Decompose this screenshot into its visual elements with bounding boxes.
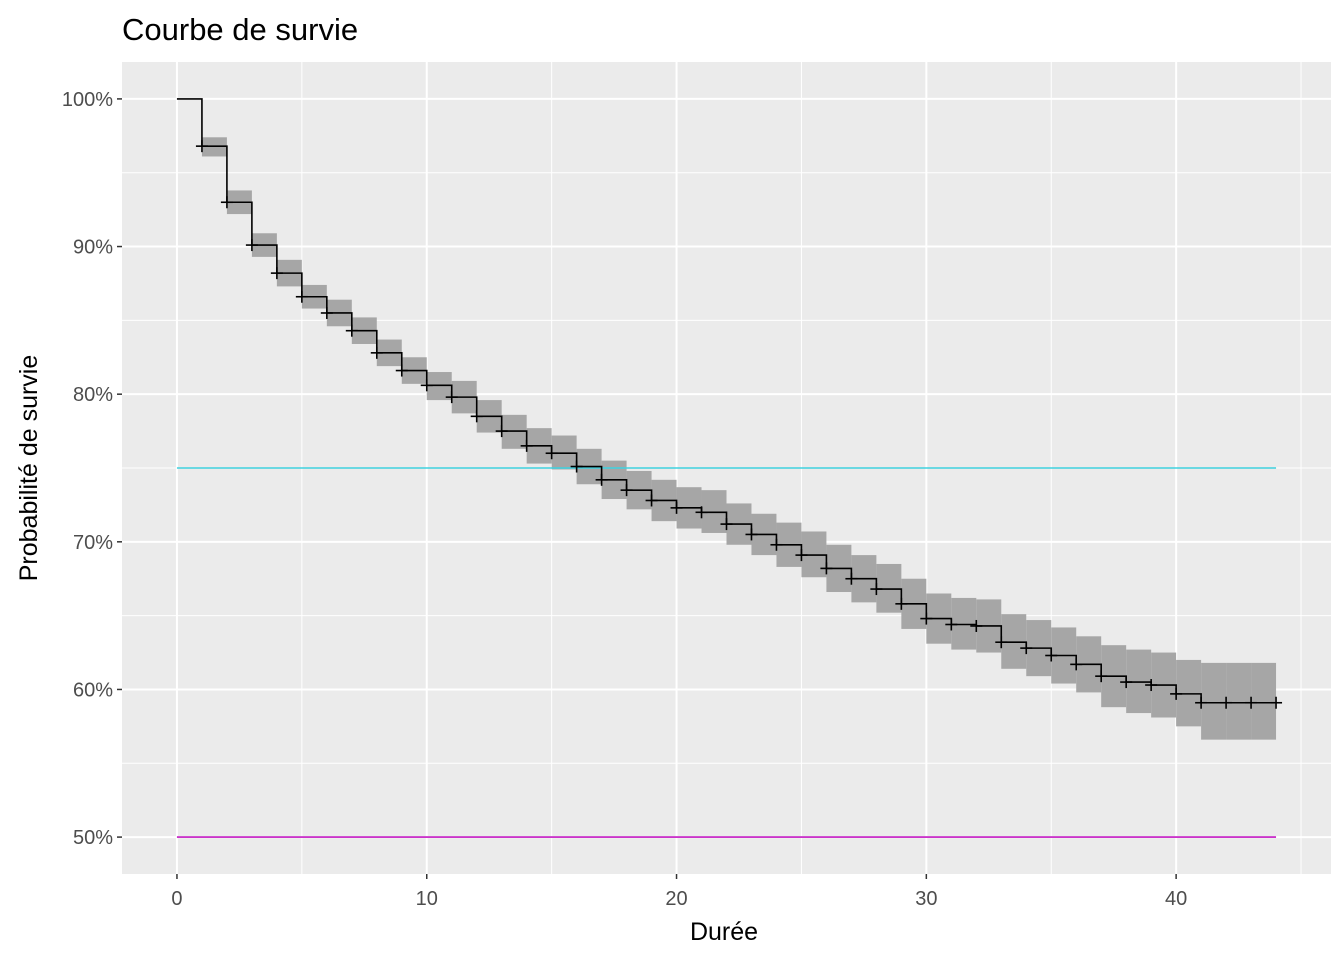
x-tick-label: 20 (665, 888, 687, 910)
censor-marks (195, 140, 1283, 709)
censor-mark (1220, 696, 1233, 709)
censor-mark (370, 346, 383, 359)
y-axis-title: Probabilité de survie (15, 355, 43, 582)
x-tick-label: 10 (416, 888, 438, 910)
censor-mark (1070, 658, 1083, 671)
censor-mark (195, 140, 208, 153)
censor-mark (1020, 642, 1033, 655)
censor-mark (695, 506, 708, 519)
censor-mark (845, 572, 858, 585)
censor-mark (1245, 696, 1258, 709)
censor-mark (820, 562, 833, 575)
censor-mark (270, 267, 283, 280)
confidence-band-step (1201, 662, 1227, 740)
censor-mark (470, 410, 483, 423)
censor-mark (1120, 676, 1133, 689)
x-axis-title: Durée (690, 918, 758, 946)
chart-title: Courbe de survie (122, 12, 358, 47)
y-axis-ticks: 50% 60% 70% 80% 90% 100% (62, 89, 122, 849)
censor-mark (895, 597, 908, 610)
censor-mark (520, 439, 533, 452)
censor-mark (620, 484, 633, 497)
y-tick-label: 80% (73, 384, 113, 406)
censor-mark (570, 460, 583, 473)
y-tick-label: 100% (62, 89, 113, 111)
censor-mark (995, 636, 1008, 649)
censor-mark (495, 425, 508, 438)
censor-mark (595, 473, 608, 486)
y-tick-label: 90% (73, 237, 113, 259)
censor-mark (1145, 679, 1158, 692)
censor-mark (295, 290, 308, 303)
x-axis-ticks: 0 10 20 30 40 (171, 874, 1187, 910)
censor-mark (720, 518, 733, 531)
y-tick-label: 60% (73, 679, 113, 701)
censor-mark (870, 583, 883, 596)
reference-lines (176, 467, 1277, 838)
x-tick-label: 0 (171, 888, 182, 910)
censor-mark (345, 324, 358, 337)
confidence-band-step (1251, 662, 1277, 740)
censor-mark (645, 494, 658, 507)
y-tick-label: 50% (73, 827, 113, 849)
censor-mark (395, 364, 408, 377)
censor-mark (670, 501, 683, 514)
y-tick-label: 70% (73, 532, 113, 554)
censor-mark (745, 528, 758, 541)
censor-mark (770, 538, 783, 551)
censor-mark (970, 619, 983, 632)
censor-mark (1170, 687, 1183, 700)
censor-mark (445, 391, 458, 404)
confidence-band-step (1226, 662, 1252, 740)
x-tick-label: 40 (1165, 888, 1187, 910)
censor-mark (1045, 649, 1058, 662)
censor-mark (795, 549, 808, 562)
censor-mark (1270, 696, 1283, 709)
censor-mark (945, 618, 958, 631)
censor-mark (320, 306, 333, 319)
censor-mark (545, 447, 558, 460)
censor-mark (1195, 696, 1208, 709)
x-tick-label: 30 (915, 888, 937, 910)
censor-mark (420, 379, 433, 392)
censor-mark (245, 239, 258, 252)
censor-mark (1095, 670, 1108, 683)
censor-mark (220, 196, 233, 209)
censor-mark (920, 612, 933, 625)
